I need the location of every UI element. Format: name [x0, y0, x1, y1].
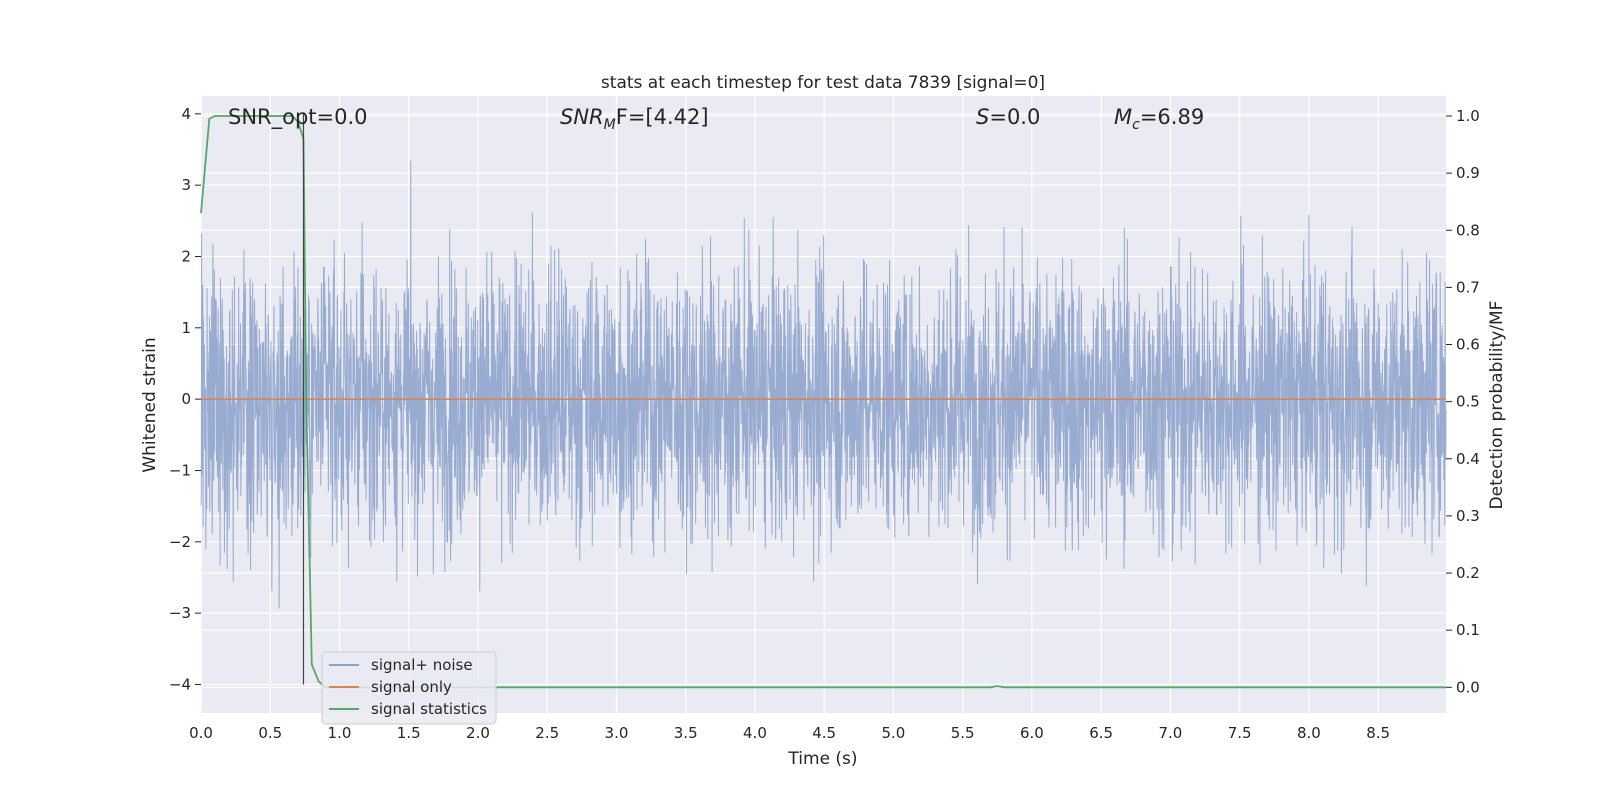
annotation-snr-mf-sub: M: [604, 117, 616, 133]
y-right-tick-label: 0.1: [1456, 621, 1480, 639]
annotation-s: S=0.0: [976, 105, 1040, 129]
y-tick-label: −1: [169, 461, 191, 479]
y-right-tick-label: 0.0: [1456, 678, 1480, 696]
annotation-mc: Mc=6.89: [1114, 105, 1204, 133]
legend-box: [321, 651, 497, 725]
annotation-snr-mf-base: SNR: [560, 105, 604, 129]
x-tick-label: 7.5: [1228, 724, 1252, 742]
series-signal-noise-line: [200, 160, 1447, 609]
annotation-snr-mf-rest: F=[4.42]: [616, 105, 709, 129]
y-right-tick-label: 0.2: [1456, 564, 1480, 582]
y-axis-label: Whitened strain: [140, 337, 160, 472]
x-tick-label: 1.0: [328, 724, 352, 742]
x-tick-label: 5.0: [882, 724, 906, 742]
annotation-mc-sub: c: [1132, 117, 1140, 133]
y-right-tick-label: 0.9: [1456, 164, 1480, 182]
y-right-tick-label: 0.4: [1456, 450, 1480, 468]
y-right-tick-label: 0.5: [1456, 393, 1480, 411]
annotation-mc-base: M: [1114, 105, 1132, 129]
y-ticks-left: −4 −3 −2 −1 0 1 2 3 4: [169, 105, 201, 693]
y-ticks-right: 0.0 0.1 0.2 0.3 0.4 0.5 0.6 0.7 0.8 0.9 1.0: [1446, 107, 1480, 696]
y-tick-label: −4: [169, 675, 191, 693]
x-tick-label: 7.0: [1158, 724, 1182, 742]
chart-title: stats at each timestep for test data 783…: [601, 73, 1045, 93]
x-tick-label: 4.0: [743, 724, 767, 742]
annotation-s-rest: =0.0: [989, 105, 1040, 129]
series-signal-statistics-line: [200, 115, 1446, 689]
annotation-mc-rest: =6.89: [1140, 105, 1204, 129]
x-tick-label: 4.5: [812, 724, 836, 742]
x-tick-label: 0.0: [189, 724, 213, 742]
y-tick-label: 0: [181, 390, 191, 408]
y-tick-label: −2: [169, 533, 191, 551]
x-tick-label: 5.5: [951, 724, 975, 742]
y-axis-right-label: Detection probability/MF: [1487, 301, 1507, 510]
legend-label-signal-noise: signal+ noise: [371, 656, 473, 674]
x-tick-label: 0.5: [258, 724, 282, 742]
x-tick-label: 2.0: [466, 724, 490, 742]
x-ticks: 0.0 0.5 1.0 1.5 2.0 2.5 3.0 3.5 4.0 4.5 5.0 5.5 6.0 6…: [189, 724, 1390, 742]
annotation-snr-opt: SNR_opt=0.0: [228, 105, 368, 130]
x-tick-label: 8.0: [1297, 724, 1321, 742]
x-axis-label: Time (s): [787, 749, 857, 769]
legend: signal+ noise signal only signal statist…: [321, 651, 497, 725]
y-right-tick-label: 0.8: [1456, 221, 1480, 239]
annotation-snr-mf: SNRMF=[4.42]: [560, 105, 709, 133]
legend-label-signal-only: signal only: [371, 678, 452, 696]
y-tick-label: 3: [181, 176, 191, 194]
annotation-s-base: S: [976, 105, 989, 129]
x-tick-label: 6.5: [1089, 724, 1113, 742]
x-tick-label: 1.5: [397, 724, 421, 742]
y-right-tick-label: 0.7: [1456, 278, 1480, 296]
series-signal-statistics: [200, 115, 1446, 689]
y-right-tick-label: 0.3: [1456, 507, 1480, 525]
x-tick-label: 3.0: [605, 724, 629, 742]
x-tick-label: 3.5: [674, 724, 698, 742]
y-tick-label: −3: [169, 604, 191, 622]
y-right-tick-label: 1.0: [1456, 107, 1480, 125]
y-right-tick-label: 0.6: [1456, 336, 1480, 354]
x-tick-label: 8.5: [1366, 724, 1390, 742]
y-tick-label: 2: [181, 247, 191, 265]
legend-label-signal-statistics: signal statistics: [371, 700, 487, 718]
y-tick-label: 1: [181, 319, 191, 337]
y-tick-label: 4: [181, 105, 191, 123]
x-tick-label: 2.5: [535, 724, 559, 742]
series-signal-noise: [200, 160, 1447, 609]
x-tick-label: 6.0: [1020, 724, 1044, 742]
